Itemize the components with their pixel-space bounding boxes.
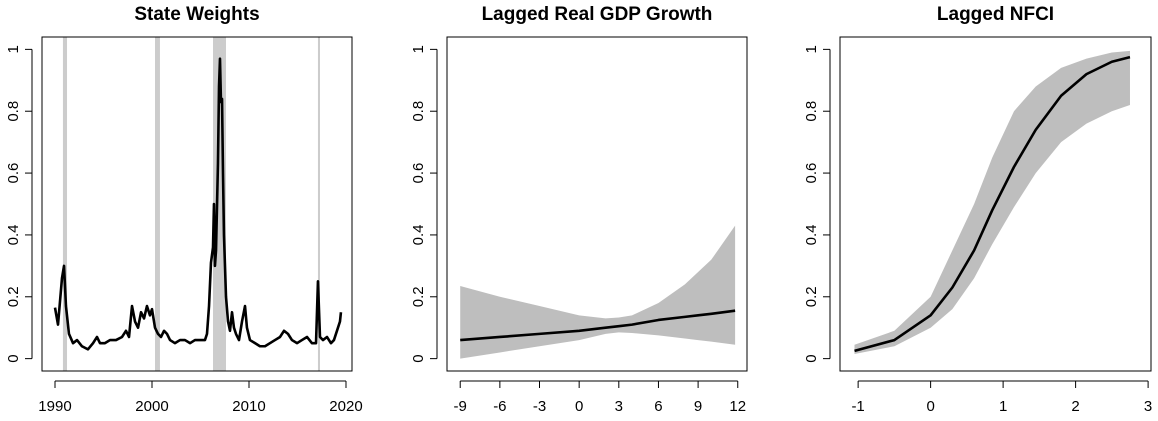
x-tick-label: 3 (615, 398, 623, 415)
y-tick-label: 0.6 (410, 163, 427, 184)
x-tick-label: 2010 (232, 398, 265, 415)
x-tick-label: 0 (926, 398, 934, 415)
chart-title: State Weights (134, 4, 259, 25)
y-tick-label: 0.4 (803, 224, 820, 245)
y-tick-label: 0 (410, 354, 427, 362)
plot-box (839, 36, 1152, 372)
shaded-region (62, 37, 68, 371)
x-tick-label: -1 (851, 398, 864, 415)
y-tick-label: 0.2 (5, 286, 22, 307)
y-tick-label: 0.6 (803, 163, 820, 184)
x-tick-label: -6 (493, 398, 506, 415)
x-tick-label: 2000 (135, 398, 168, 415)
y-tick-label: 0.6 (5, 163, 22, 184)
y-tick-label: 0.8 (410, 101, 427, 122)
y-tick-label: 1 (803, 45, 820, 53)
x-tick-label: 0 (575, 398, 583, 415)
y-tick-label: 0.2 (803, 286, 820, 307)
data-line (460, 309, 736, 342)
y-tick-label: 0.2 (410, 286, 427, 307)
x-tick-label: 12 (729, 398, 746, 415)
y-tick-label: 1 (410, 45, 427, 53)
x-tick-label: 9 (694, 398, 702, 415)
data-line (854, 55, 1131, 353)
shaded-region (317, 37, 320, 371)
y-tick-label: 0.8 (803, 101, 820, 122)
y-tick-label: 1 (5, 45, 22, 53)
x-tick-label: 3 (1144, 398, 1152, 415)
x-tick-label: 1 (999, 398, 1007, 415)
y-tick-label: 0.8 (5, 101, 22, 122)
y-tick-label: 0 (5, 354, 22, 362)
data-line (53, 57, 343, 351)
x-tick-label: 1990 (38, 398, 71, 415)
x-tick-label: 6 (654, 398, 662, 415)
y-tick-label: 0.4 (410, 224, 427, 245)
x-tick-label: 2 (1071, 398, 1079, 415)
x-tick-label: -9 (454, 398, 467, 415)
confidence-band (854, 50, 1130, 354)
confidence-band (460, 225, 736, 359)
plot-box (446, 36, 748, 372)
chart-title: Lagged NFCI (937, 4, 1054, 25)
chart-title: Lagged Real GDP Growth (482, 4, 713, 25)
x-tick-label: -3 (533, 398, 546, 415)
y-tick-label: 0.4 (5, 224, 22, 245)
shaded-region (155, 37, 160, 371)
x-tick-label: 2020 (329, 398, 362, 415)
y-tick-label: 0 (803, 354, 820, 362)
plot-box (41, 36, 353, 372)
